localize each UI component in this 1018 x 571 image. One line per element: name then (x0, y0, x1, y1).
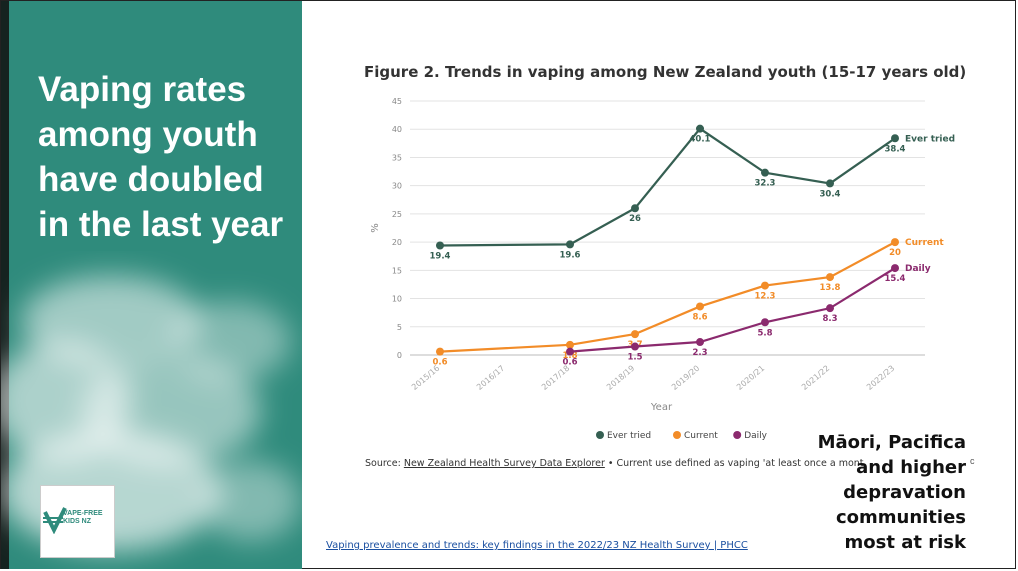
series-end-label: Daily (905, 264, 931, 274)
data-label: 38.4 (885, 144, 906, 154)
data-point (891, 134, 899, 143)
data-point (826, 273, 834, 282)
series-line-ever-tried (439, 127, 896, 247)
risk-callout: Māori, Pacifica and higher depravation c… (817, 432, 966, 553)
data-point (891, 264, 899, 273)
data-point (436, 241, 444, 250)
chart-title: Figure 2. Trends in vaping among New Zea… (364, 63, 967, 81)
data-label: 30.4 (820, 189, 841, 199)
data-label: 1.8 (562, 351, 577, 361)
data-label: 26 (629, 214, 641, 224)
data-point (891, 238, 899, 247)
y-tick-label: 40 (392, 125, 402, 134)
x-tick-label: 2015/16 (410, 364, 441, 392)
y-tick-label: 0 (397, 351, 402, 360)
phcc-report-link[interactable]: Vaping prevalence and trends: key findin… (326, 540, 748, 551)
data-point (436, 347, 444, 356)
y-axis-label: % (370, 223, 381, 233)
y-tick-label: 20 (392, 238, 402, 247)
data-label: 8.6 (692, 312, 707, 322)
x-tick-label: 2019/20 (670, 364, 701, 392)
data-point (696, 302, 704, 311)
data-point (696, 124, 704, 133)
data-label: 12.3 (755, 292, 776, 302)
v-check-icon (43, 507, 67, 534)
data-label: 1.5 (627, 353, 642, 363)
line-chart: 0 5 10 15 20 25 30 35 40 45% 2015/16 2016/17 2017/18… (370, 97, 955, 441)
x-tick-label: 2018/19 (605, 364, 636, 392)
data-point (761, 318, 769, 327)
data-label: 15.4 (885, 274, 906, 284)
source-note: • Current use defined as vaping 'at leas… (604, 458, 864, 469)
legend-marker (673, 431, 681, 439)
legend-marker (733, 431, 742, 439)
x-tick-label: 2021/22 (800, 364, 831, 392)
headline: Vaping rates among youth have doubled in… (38, 70, 284, 244)
vape-free-kids-logo: VAPE-FREE KIDS NZ (40, 485, 115, 558)
left-edge-strip (1, 1, 9, 569)
callout-mark: c (970, 456, 975, 466)
data-point (631, 342, 639, 351)
logo-line-2: KIDS NZ (63, 518, 91, 525)
data-label: 20 (889, 248, 901, 258)
legend-marker (596, 431, 604, 439)
legend-entry: Daily (744, 431, 767, 441)
source-prefix: Source: (365, 458, 404, 469)
chart-source: Source: New Zealand Health Survey Data E… (365, 458, 864, 469)
data-label: 0.6 (562, 358, 577, 368)
data-label: 32.3 (755, 179, 776, 189)
data-point (761, 281, 769, 290)
y-tick-label: 25 (392, 210, 402, 219)
y-tick-label: 15 (392, 266, 402, 275)
series-end-label: Ever tried (905, 134, 955, 144)
y-tick-label: 35 (392, 153, 402, 162)
data-point (631, 330, 639, 339)
source-link[interactable]: New Zealand Health Survey Data Explorer (403, 458, 605, 469)
data-point (566, 347, 574, 356)
data-label: 2.3 (692, 348, 707, 358)
data-point (696, 338, 704, 347)
y-tick-label: 10 (392, 295, 402, 304)
data-label: 13.8 (820, 283, 841, 293)
data-label: 40.1 (690, 135, 711, 145)
series-end-label: Current (905, 238, 944, 248)
y-tick-label: 30 (392, 182, 402, 191)
data-label: 19.4 (430, 251, 451, 261)
data-point (826, 304, 834, 313)
legend-entry: Ever tried (607, 431, 651, 441)
data-label: 5.8 (757, 328, 772, 338)
series-line-daily (569, 267, 896, 353)
x-tick-label: 2022/23 (865, 364, 896, 392)
data-point (631, 204, 639, 213)
series-line-current (439, 241, 896, 353)
y-tick-label: 5 (397, 323, 402, 332)
logo-line-1: VAPE-FREE (63, 510, 103, 517)
data-point (826, 179, 834, 188)
y-tick-label: 45 (392, 97, 402, 106)
x-tick-label: 2017/18 (540, 364, 571, 392)
data-point (761, 168, 769, 177)
left-panel: Vaping rates among youth have doubled in… (1, 1, 302, 569)
x-tick-label: 2016/17 (475, 364, 506, 392)
legend-entry: Current (684, 431, 718, 441)
data-point (566, 340, 574, 349)
data-point (566, 240, 574, 249)
x-axis-label: Year (650, 402, 673, 413)
x-tick-label: 2020/21 (735, 364, 766, 392)
data-label: 19.6 (560, 250, 581, 260)
data-label: 8.3 (822, 314, 837, 324)
data-label: 0.6 (432, 358, 447, 368)
